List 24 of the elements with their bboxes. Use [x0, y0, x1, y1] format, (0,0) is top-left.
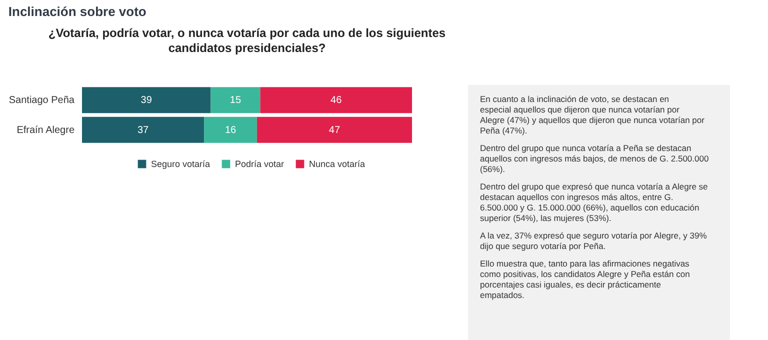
data-label: 46 [330, 95, 342, 106]
text: En cuanto a la inclinación de voto, se destacan en especial aquellos que dijeron que nunca votarían por Alegre (47%) y aquellos que dijeron que nunca votarían por Peña (47%). [480, 94, 705, 136]
bar [82, 87, 211, 114]
chart-title: Inclinación sobre voto [8, 4, 146, 19]
bar [204, 116, 257, 143]
bar [82, 116, 204, 143]
data-label: 15 [230, 95, 242, 106]
data-label: 47 [328, 124, 340, 136]
data-label: 37 [137, 124, 150, 136]
legend-label: Nunca votaría [309, 159, 366, 169]
bar [256, 116, 412, 143]
text: Dentro del grupo que nunca votaría a Peña se destacan aquellos con ingresos más bajos, de menos de G. 2.500.000 (56%). [480, 143, 709, 174]
legend-label: Seguro votaría [151, 159, 210, 169]
bar [260, 87, 412, 114]
chart-subtitle: ¿Votaría, podría votar, o nunca votaría por cada uno de los siguientes candidatos presidenciales? [48, 26, 446, 55]
text: A la vez, 37% expresó que seguro votaría por Alegre, y 39% dijo que seguro votaría por Peña. [480, 230, 708, 251]
text: Ello muestra que, tanto para las afirmaciones negativas como positivas, los candidatos Alegre y Peña están con porcentajes casi iguales, es decir prácticamente empatados. [480, 258, 690, 300]
legend-label: Podría votar [235, 159, 284, 169]
text: Dentro del grupo que expresó que nunca votaría a Alegre se destacan aquellos con ingresos más altos, entre G. 6.500.000 y G. 15.000.000 (66%), aquellos con educación superior (54%), las mujeres (53%). [480, 182, 708, 223]
y-tick-label: Efraín Alegre [16, 124, 75, 136]
data-label: 16 [224, 124, 236, 136]
y-tick-label: Santiago Peña [8, 95, 75, 106]
data-label: 39 [140, 95, 152, 106]
bar [210, 87, 260, 114]
